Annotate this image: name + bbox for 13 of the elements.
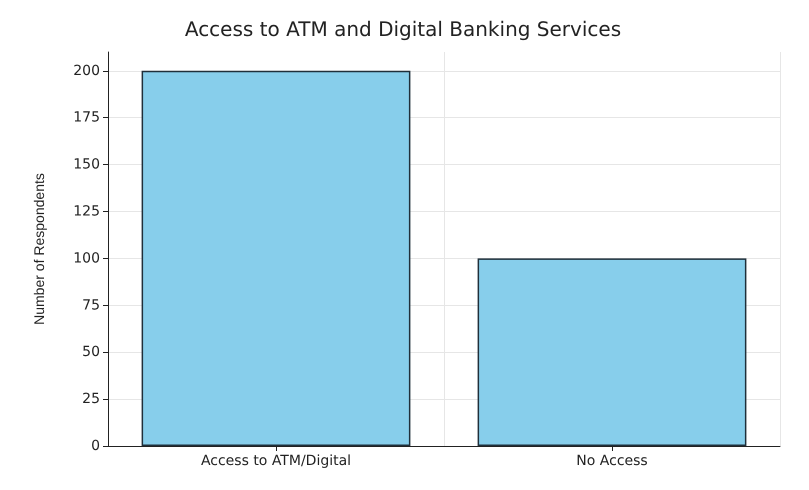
y-tick-label: 50	[82, 344, 100, 360]
y-tick-label: 25	[82, 391, 100, 408]
x-tick-label: No Access	[576, 453, 648, 469]
y-tick-label: 75	[82, 297, 100, 314]
y-tick-label: 200	[73, 62, 100, 79]
x-tick-label: Access to ATM/Digital	[200, 453, 352, 469]
y-axis-title: Number of Respondents	[31, 173, 47, 325]
chart-title: Access to ATM and Digital Banking Services	[184, 17, 622, 41]
y-tick-label: 150	[73, 156, 100, 173]
y-tick-label: 125	[73, 203, 100, 220]
y-tick-label: 175	[73, 110, 100, 126]
y-tick-label: 0	[91, 438, 100, 454]
y-tick-label: 100	[73, 250, 100, 266]
